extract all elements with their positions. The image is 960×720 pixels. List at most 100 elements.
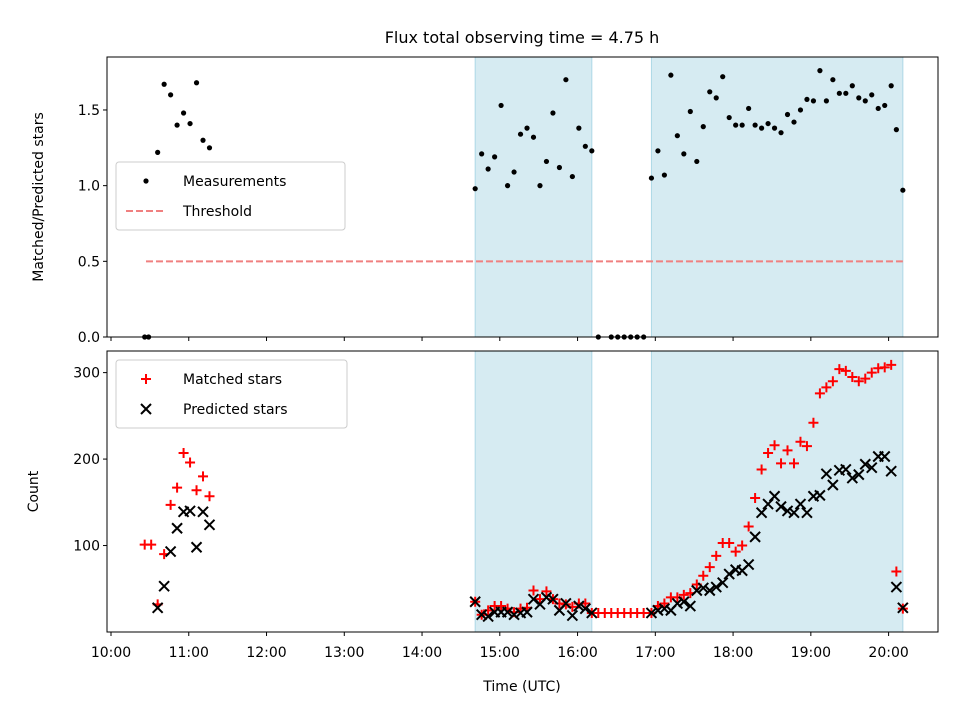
data-point <box>704 584 716 597</box>
legend-marker <box>140 403 152 415</box>
data-point <box>810 98 817 104</box>
data-point <box>820 468 833 480</box>
data-point <box>684 600 697 612</box>
y-tick-label: 100 <box>73 539 100 555</box>
data-point <box>769 440 780 451</box>
data-point <box>817 68 823 74</box>
data-point <box>658 602 671 615</box>
y-tick-label: 0.0 <box>78 330 100 346</box>
legend-box <box>115 359 348 429</box>
data-point <box>661 172 667 178</box>
data-point <box>197 506 209 518</box>
data-point <box>742 558 755 571</box>
data-point <box>776 458 787 469</box>
series-predicted-stars <box>151 450 909 623</box>
data-point <box>849 83 855 89</box>
data-point <box>749 531 761 543</box>
legend: Measurements Threshold <box>115 161 346 231</box>
data-point <box>814 388 825 399</box>
data-point <box>200 137 206 143</box>
data-point <box>174 122 180 128</box>
data-point <box>723 568 735 580</box>
data-point <box>885 465 897 477</box>
data-point <box>498 102 504 109</box>
data-point <box>823 98 829 104</box>
data-point <box>165 499 176 510</box>
x-tick-label: 10:00 <box>91 645 131 661</box>
data-point <box>836 90 842 96</box>
data-point <box>827 479 839 491</box>
data-point <box>847 371 858 382</box>
data-point <box>178 448 189 459</box>
data-point <box>469 596 481 608</box>
legend-label: Measurements <box>183 174 286 190</box>
data-point <box>655 148 661 154</box>
data-point <box>579 602 592 615</box>
x-tick-label: 13:00 <box>324 645 364 661</box>
data-point <box>900 187 906 193</box>
data-point <box>788 506 800 519</box>
data-point <box>537 183 543 189</box>
data-point <box>534 594 545 605</box>
data-point <box>479 151 485 157</box>
data-point <box>550 110 556 116</box>
data-point <box>496 601 507 612</box>
data-point <box>190 541 203 553</box>
data-point <box>151 602 164 614</box>
data-point <box>187 120 193 127</box>
data-point <box>875 105 881 112</box>
data-point <box>827 376 838 387</box>
data-point <box>576 125 582 131</box>
data-point <box>720 74 726 80</box>
x-tick-label: 19:00 <box>791 645 831 661</box>
data-point <box>492 154 498 160</box>
y-tick-label: 300 <box>73 366 100 382</box>
data-point <box>768 490 781 502</box>
data-point <box>794 498 807 510</box>
data-point <box>856 95 862 101</box>
axes-frame <box>106 350 939 633</box>
data-point <box>717 577 729 589</box>
data-point <box>756 464 767 475</box>
data-point <box>739 122 745 128</box>
legend-label: Matched stars <box>183 372 282 388</box>
data-point <box>795 436 806 447</box>
y-tick-label: 1.0 <box>78 179 100 195</box>
data-point <box>164 545 177 558</box>
data-point <box>730 546 741 557</box>
data-point <box>671 597 684 610</box>
data-point <box>893 127 899 133</box>
data-point <box>804 96 810 102</box>
data-point <box>808 417 819 428</box>
data-point <box>569 173 575 180</box>
data-point <box>763 448 774 459</box>
series-matched-stars <box>139 359 908 620</box>
data-point <box>888 83 894 89</box>
data-point <box>586 607 598 619</box>
observing-window-2 <box>650 350 904 633</box>
x-tick-label: 12:00 <box>246 645 286 661</box>
data-point <box>733 122 739 128</box>
data-point <box>891 566 902 577</box>
data-point <box>698 570 709 581</box>
data-point <box>746 105 752 112</box>
data-point <box>788 458 799 469</box>
data-point <box>771 125 778 131</box>
data-point <box>726 114 732 121</box>
data-point <box>678 596 690 608</box>
data-point <box>694 158 700 165</box>
observing-window-1 <box>474 350 593 633</box>
data-point <box>146 539 157 550</box>
data-point <box>821 382 832 393</box>
data-point <box>517 131 524 137</box>
axes-frame <box>106 56 939 338</box>
data-point <box>204 491 215 502</box>
data-point <box>524 125 530 131</box>
data-point <box>775 500 787 513</box>
data-point <box>724 537 735 548</box>
data-point <box>866 462 878 474</box>
data-point <box>161 81 167 87</box>
bottom-panel-count-plot: 100 200 300 10:00 11:00 12:00 13:00 14:00 15:00 1… <box>26 350 939 661</box>
data-point <box>752 122 758 128</box>
data-point <box>191 485 202 496</box>
